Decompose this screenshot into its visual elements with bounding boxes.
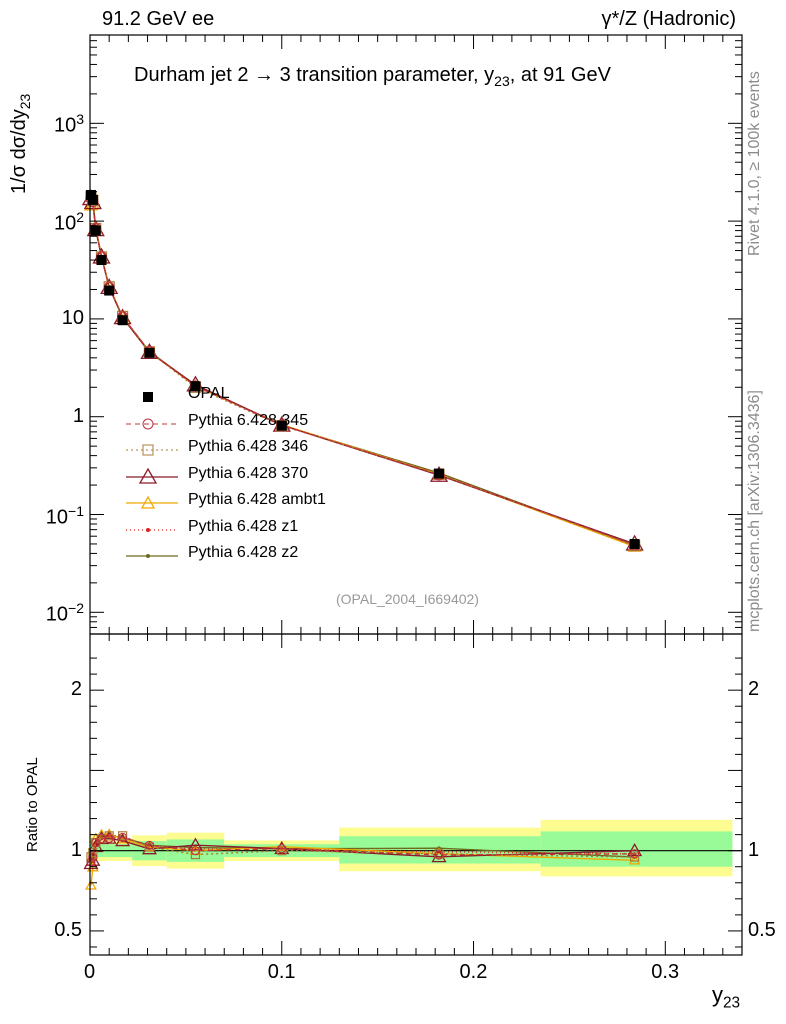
legend-label: Pythia 6.428 z1 [188,517,299,535]
main-point-opal [276,420,287,431]
ratio-point-p346 [630,852,640,862]
main-ylabel-sub: 23 [17,93,33,110]
ratio-ytick-label-left: 0.5 [54,918,82,941]
main-ytick-exp: 3 [76,111,84,128]
main-series-line-p346 [90,196,635,547]
main-ytick-label: 10 [62,307,84,330]
title-sub: 23 [494,73,510,89]
legend-label: OPAL [188,385,230,402]
x-axis-label-sub: 23 [723,994,741,1012]
legend-marker-370 [126,467,178,484]
ratio-point-p345 [190,846,201,856]
main-series-line-p345 [90,197,635,546]
xtick-label: 0.3 [651,961,680,983]
main-point-opal [144,347,155,358]
ratio-ytick-label-right: 2 [748,678,760,701]
main-ytick-label: 10−2 [46,600,84,627]
title-suffix: , at 91 GeV [509,64,611,86]
x-axis-label: y23 [712,982,740,1012]
main-ytick-exp: −2 [68,600,84,617]
ratio-ylabel: Ratio to OPAL [24,757,41,852]
mcplots-label: mcplots.cern.ch [arXiv:1306.3436] [746,390,763,632]
ratio-series-lines [83,828,742,890]
xtick-label: 0.2 [459,961,488,983]
xtick-label: 0 [84,961,96,983]
main-ylabel-text: 1/σ dσ/dy [8,109,30,194]
ratio-ytick-label-left: 2 [70,678,82,701]
main-ytick-exp: 2 [76,209,84,226]
ratio-point-p345 [630,849,640,859]
ratio-point-p370 [431,849,447,863]
main-point-opal [629,538,640,549]
main-series-lines [81,189,644,552]
plot-title: Durham jet 2 → 3 transition parameter, y… [134,64,611,89]
ratio-ytick-label-right: 0.5 [748,918,776,941]
ratio-point-p345 [88,852,98,863]
axis-ticks [89,34,743,955]
legend-label: Pythia 6.428 z2 [188,544,299,561]
ratio-point-p370 [627,842,643,857]
ratio-point-p346 [104,831,114,841]
legend-label: Pythia 6.428 ambt1 [188,491,326,508]
legend-label: Pythia 6.428 370 [188,464,309,482]
x-axis-label-text: y [712,982,723,1007]
main-ytick-base: 10 [53,212,77,235]
title-prefix: Durham jet 2 → 3 transition parameter, y [134,64,495,86]
main-ylabel: 1/σ dσ/dy23 [8,94,33,194]
ratio-series-line-p345 [90,836,635,863]
legend-label: Pythia 6.428 346 [188,438,309,455]
legend-marker-z1 [126,527,178,532]
ratio-point-p345 [86,857,96,867]
ratio-point-p370 [274,840,290,855]
ratio-panel-frame [89,633,743,956]
legend-marker-346 [126,444,178,456]
ratio-point-p346 [190,849,201,860]
ratio-ytick-label-left: 1 [70,838,82,861]
main-ytick-base: 10 [45,506,69,529]
main-point-opal [104,285,115,296]
main-ytick-exp: −1 [68,502,84,519]
main-ytick-base: 1 [72,404,84,427]
main-point-opal [117,315,128,326]
header-energy-label: 91.2 GeV ee [102,8,215,30]
header-process-label: γ*/Z (Hadronic) [601,8,736,30]
main-point-opal [190,381,201,392]
ratio-point-p346 [88,848,98,858]
analysis-watermark: (OPAL_2004_I669402) [336,591,479,607]
ratio-point-ambt1 [85,879,97,890]
ratio-ytick-label-right: 1 [748,838,760,861]
main-ytick-label: 1 [73,405,84,428]
main-ytick-label: 10−1 [46,503,84,530]
main-ytick-base: 10 [53,114,77,137]
legend-marker-ambt1 [126,495,178,509]
legend-marker-345 [126,418,178,429]
xtick-label: 0.1 [267,961,296,983]
main-ytick-base: 10 [61,306,84,329]
main-ytick-label: 102 [54,209,84,236]
legend-label: Pythia 6.428 345 [188,411,309,429]
ratio-point-p345 [117,832,128,843]
legend-marker-z2 [126,554,178,558]
main-ytick-label: 103 [54,111,84,138]
main-point-opal [87,194,98,205]
main-ytick-base: 10 [45,603,69,626]
ratio-point-p345 [104,833,114,843]
legend-marker-opal [143,392,153,402]
main-point-opal [96,255,107,266]
ratio-point-ambt1 [628,854,641,865]
ratio-point-p345 [434,850,444,860]
main-point-opal [434,468,445,479]
ratio-point-p345 [144,840,155,850]
rivet-version-label: Rivet 4.1.0, ≥ 100k events [746,71,763,256]
ratio-point-p345 [277,844,287,854]
